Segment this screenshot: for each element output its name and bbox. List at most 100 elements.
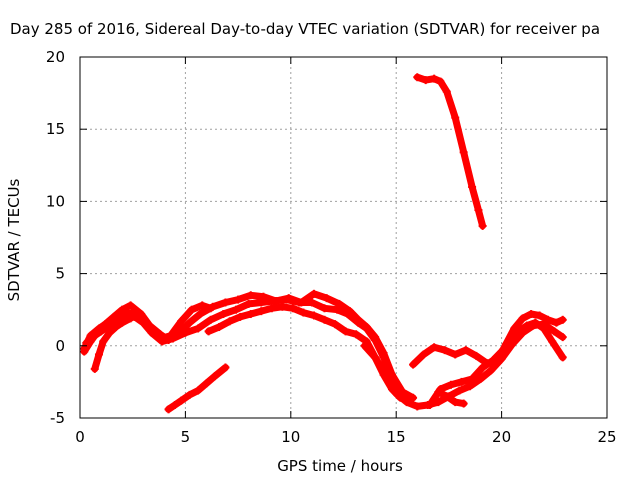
data-point [320, 304, 329, 313]
data-point [476, 375, 485, 384]
data-point [219, 310, 228, 319]
data-point [295, 298, 304, 307]
data-point [447, 380, 456, 389]
data-point [257, 307, 266, 316]
x-tick-label: 5 [181, 428, 191, 446]
data-point [362, 324, 371, 333]
data-point [215, 323, 224, 332]
data-point [139, 318, 148, 327]
data-point [111, 323, 120, 332]
data-point [404, 392, 413, 401]
data-point [299, 308, 308, 317]
data-point [194, 386, 203, 395]
data-point [322, 294, 331, 303]
data-point [164, 405, 173, 414]
data-point [430, 343, 439, 352]
data-point [221, 298, 230, 307]
data-point [436, 77, 445, 86]
data-point [468, 182, 477, 191]
series-line-arc-11 [413, 73, 487, 230]
data-point [208, 302, 217, 311]
data-point [341, 327, 350, 336]
data-point [474, 206, 483, 215]
data-point [185, 390, 194, 399]
data-point [181, 328, 190, 337]
data-point [210, 372, 219, 381]
data-point [206, 315, 215, 324]
data-point [354, 318, 363, 327]
x-tick-label: 0 [75, 428, 85, 446]
data-point [90, 364, 99, 373]
data-point [527, 310, 536, 319]
data-point [194, 324, 203, 333]
x-tick-label: 25 [597, 428, 616, 446]
data-point [419, 350, 428, 359]
y-tick-label: 10 [46, 192, 65, 210]
data-point [552, 318, 561, 327]
series-line-arc-10 [434, 388, 468, 408]
data-point [331, 320, 340, 329]
data-point [392, 389, 401, 398]
x-tick-label: 10 [281, 428, 300, 446]
data-point [234, 295, 243, 304]
data-point [461, 346, 470, 355]
data-point [94, 350, 103, 359]
data-point [97, 327, 106, 336]
chart-title: Day 285 of 2016, Sidereal Day-to-day VTE… [10, 20, 600, 38]
data-point [558, 333, 567, 342]
data-point [451, 398, 460, 407]
x-axis-title: GPS time / hours [277, 457, 403, 475]
y-tick-label: 15 [46, 120, 65, 138]
series-line-arc-5 [165, 364, 229, 413]
data-point [177, 317, 186, 326]
ticks: 0 5 10 15 20 25 -5 0 5 10 15 20 [46, 48, 617, 446]
data-point [335, 299, 344, 308]
data-point [472, 351, 481, 360]
data-point [257, 298, 266, 307]
data-point [409, 360, 418, 369]
data-point [147, 328, 156, 337]
data-point [442, 87, 451, 96]
data-point [371, 336, 380, 345]
data-point [225, 317, 234, 326]
data-point [360, 341, 369, 350]
data-point [236, 312, 245, 321]
data-point [204, 327, 213, 336]
data-point [531, 318, 540, 327]
grid [80, 57, 607, 418]
data-point [307, 298, 316, 307]
data-point [196, 310, 205, 319]
data-point [430, 74, 439, 83]
data-point [244, 299, 253, 308]
y-tick-label: 20 [46, 48, 65, 66]
data-point [168, 334, 177, 343]
data-point [413, 402, 422, 411]
data-point [459, 148, 468, 157]
data-point [80, 347, 89, 356]
data-point [548, 337, 557, 346]
data-point [177, 396, 186, 405]
data-point [126, 314, 135, 323]
y-axis-title: SDTVAR / TECUs [5, 178, 23, 301]
data-point [88, 333, 97, 342]
data-point [282, 295, 291, 304]
data-point [402, 398, 411, 407]
data-point [425, 401, 434, 410]
series-layer [80, 73, 567, 414]
data-point [158, 337, 167, 346]
data-point [288, 304, 297, 313]
data-point [187, 305, 196, 314]
data-point [468, 375, 477, 384]
data-point [202, 379, 211, 388]
data-point [198, 301, 207, 310]
data-point [558, 315, 567, 324]
data-point [126, 301, 135, 310]
data-point [543, 315, 552, 324]
data-point [558, 353, 567, 362]
data-point [221, 363, 230, 372]
data-point [518, 314, 527, 323]
data-point [379, 353, 388, 362]
data-point [309, 311, 318, 320]
data-point [278, 302, 287, 311]
